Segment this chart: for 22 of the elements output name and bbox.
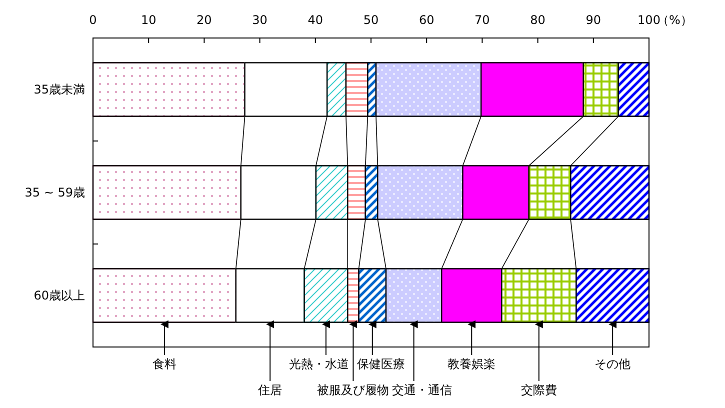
text: 光熱・水道 <box>289 357 350 371</box>
text: その他 <box>594 357 631 371</box>
x-tick-label: 0 <box>89 13 97 27</box>
x-tick-label: 40 <box>308 13 324 27</box>
x-tick-label: 80 <box>530 13 546 27</box>
y-tick-label: 35歳未満 <box>34 82 85 96</box>
x-tick-label: 50 <box>363 13 379 27</box>
x-tick-label: 70 <box>474 13 490 27</box>
text: 被服及び履物 <box>317 383 390 397</box>
x-tick-label: 90 <box>586 13 602 27</box>
text: 保健医療 <box>357 357 406 371</box>
text: 教養娯楽 <box>448 357 496 371</box>
x-tick-label: 30 <box>252 13 268 27</box>
x-tick-label: 60 <box>418 13 434 27</box>
text: 交際費 <box>520 383 557 397</box>
text: 食料 <box>152 357 176 371</box>
text: 交通・通信 <box>392 383 452 397</box>
x-tick-label: 20 <box>196 13 212 27</box>
text: 住居 <box>257 383 282 397</box>
x-tick-label: 10 <box>140 13 156 27</box>
y-tick-label: 60歳以上 <box>34 288 85 302</box>
y-tick-label: 35 ~ 59歳 <box>24 186 85 200</box>
